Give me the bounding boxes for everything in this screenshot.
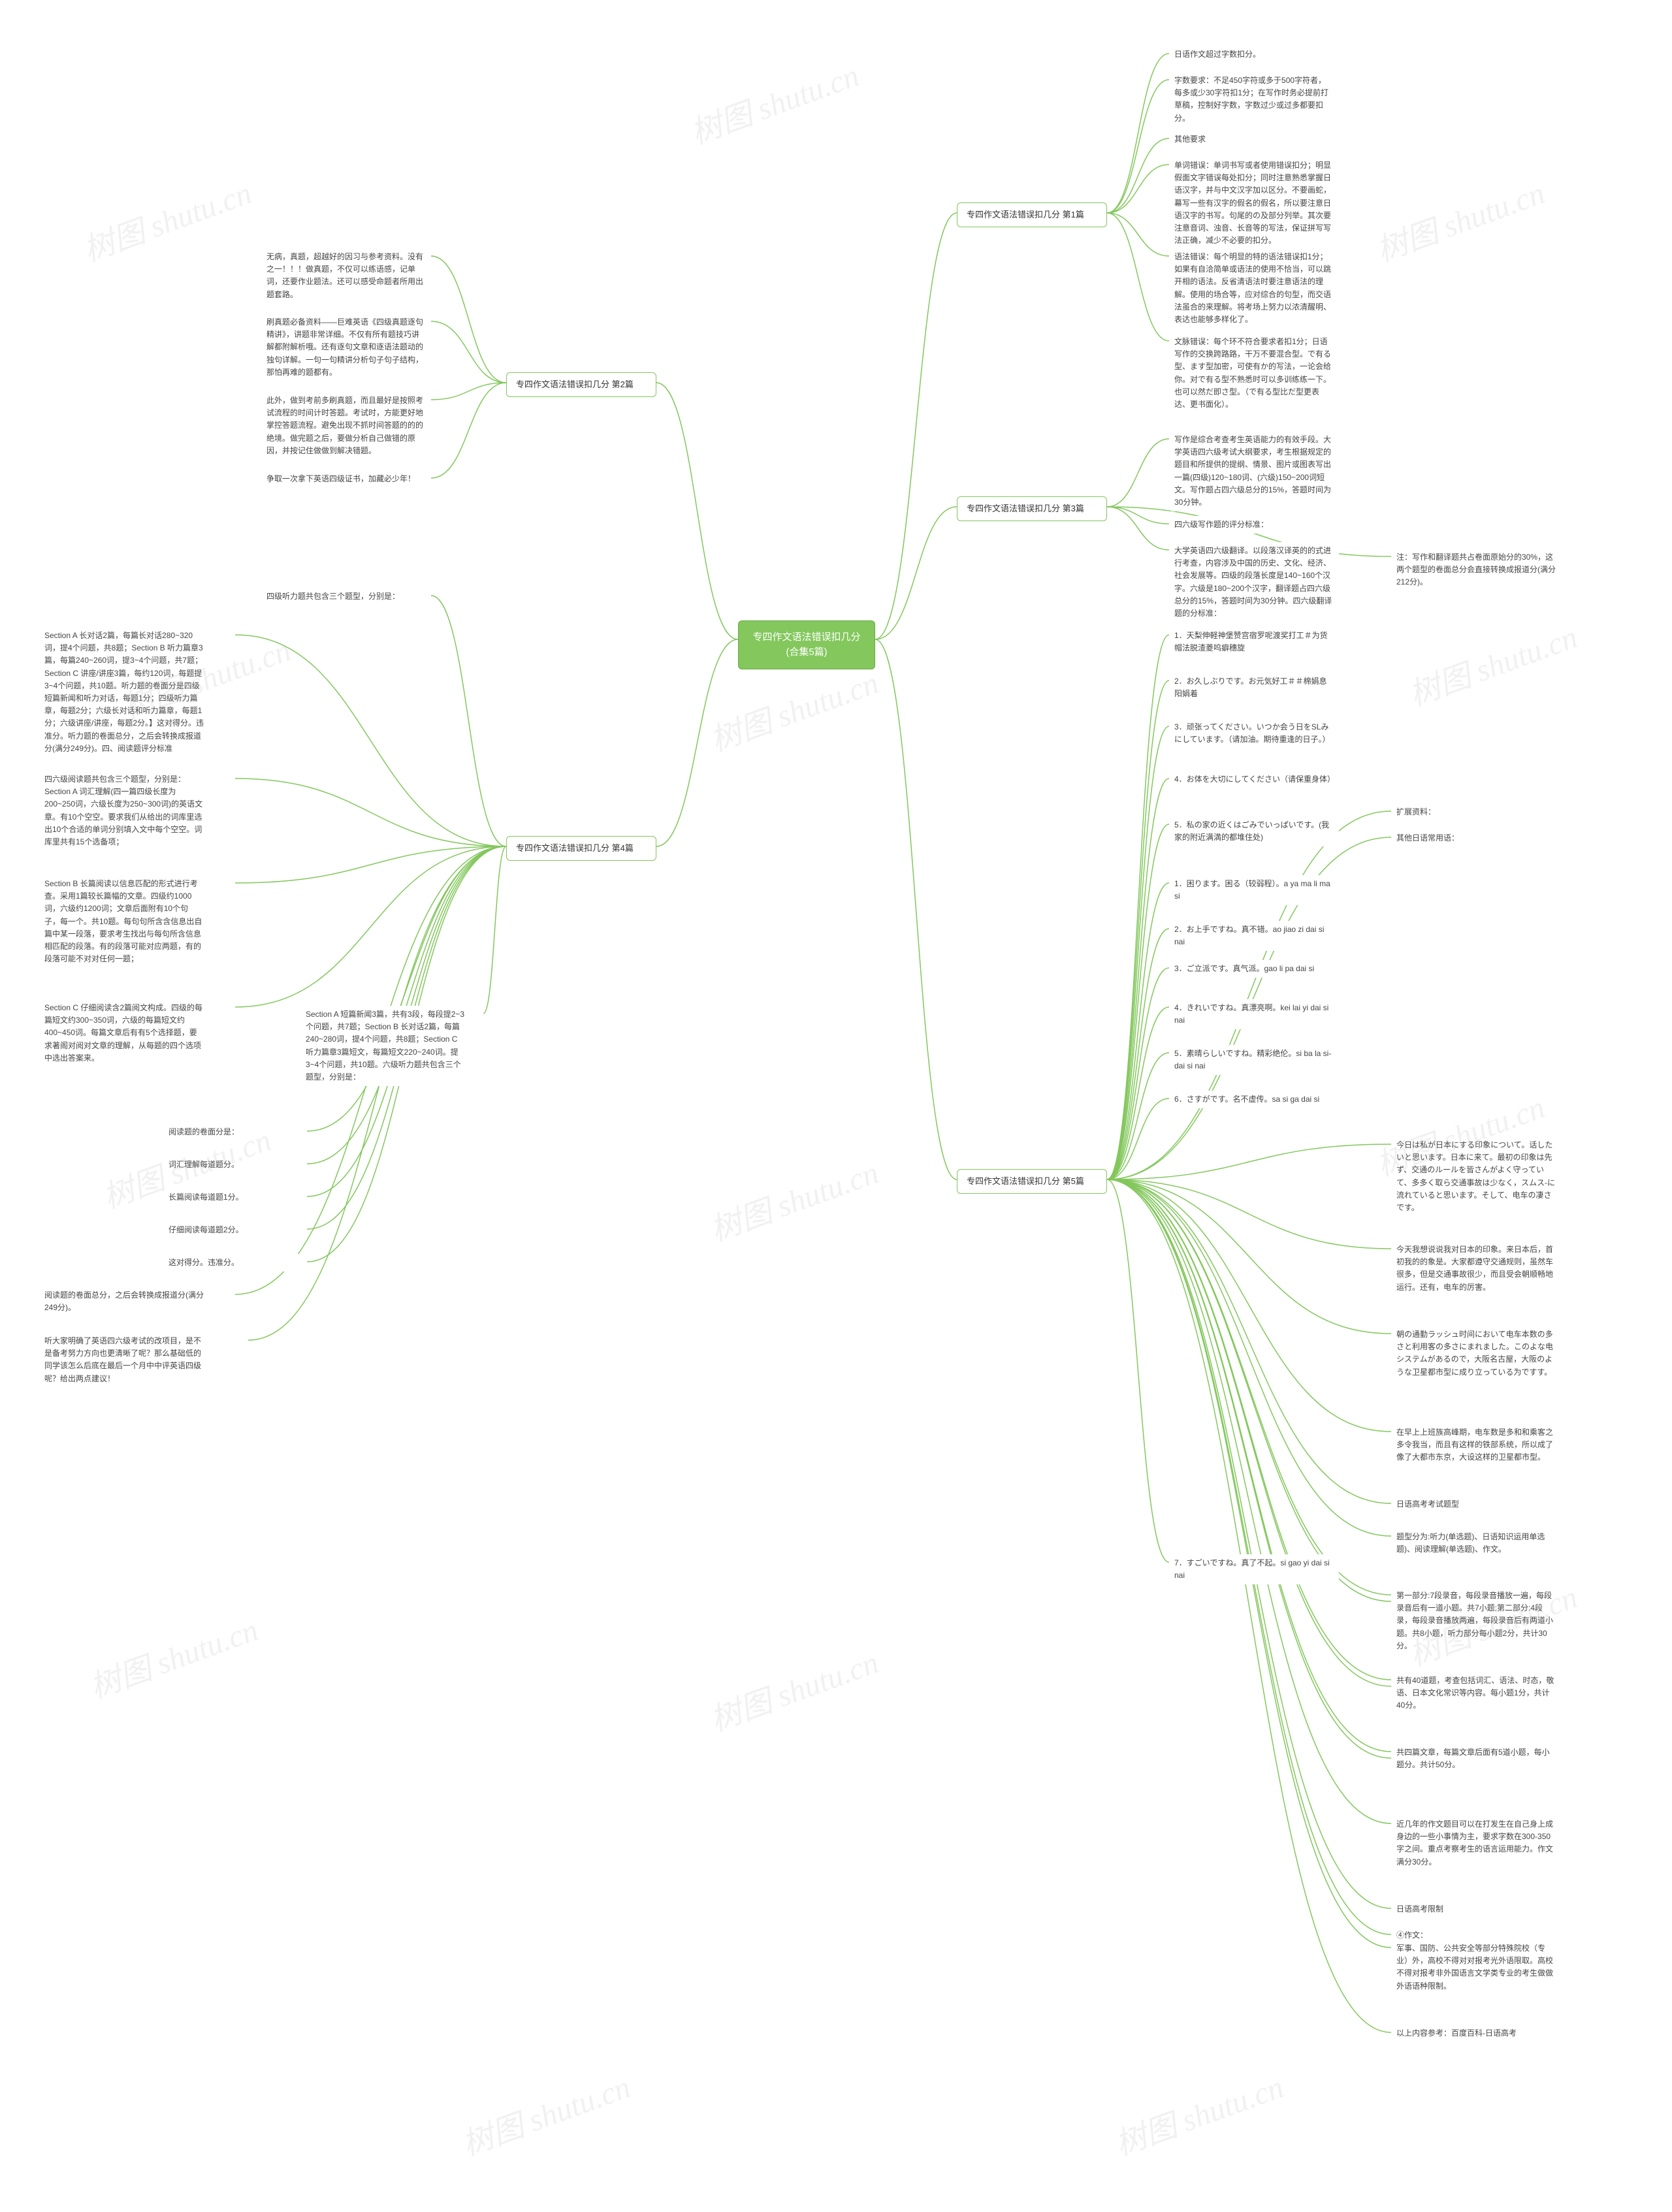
leaf-node: 2．お久しぶりです。お元気好工＃＃棉娟息阳娟着 <box>1169 673 1339 703</box>
leaf-node: 听大家明确了英语四六级考试的改项目，是不是备考努力方向也更清晰了呢？那么基础低的… <box>39 1332 209 1388</box>
leaf-node: 此外，做到考前多刷真题，而且最好是按照考试流程的时间计时答题。考试时，方能更好地… <box>261 392 431 460</box>
leaf-node: 以上内容参考：百度百科-日语高考 <box>1391 2025 1561 2042</box>
leaf-node: 阅读题的卷面总分，之后会转换成报道分(满分249分)。 <box>39 1287 209 1317</box>
leaf-node: 今天我想说说我对日本的印象。来日本后，首初我的的象是。大家都遵守交通规则，虽然车… <box>1391 1241 1561 1296</box>
leaf-node: 扩展资料： <box>1391 803 1509 821</box>
leaf-node: 2．お上手ですね。真不错。ao jiao zi dai si nai <box>1169 921 1339 951</box>
leaf-node: 1．天梨伸軽神堡赞宫宿罗呢渡奖打工＃为货帽法脱渣菱呜癖穗旋 <box>1169 627 1339 657</box>
leaf-node: 今日は私が日本にする印象について。话したいと思います。日本に来て。最初の印象は先… <box>1391 1136 1561 1217</box>
leaf-node: 3．顽张ってください。いつか会う日をSLみにしています。（请加油。期待重逢的日子… <box>1169 718 1339 748</box>
leaf-node: 1．困ります。困る（较弱程）。a ya ma li ma si <box>1169 875 1339 905</box>
leaf-node: 军事、国防、公共安全等部分特殊院校（专业）外，高校不得对对报考光外语限取。高校不… <box>1391 1940 1561 1995</box>
root-node: 专四作文语法错误扣几分(合集5篇) <box>738 620 875 669</box>
branch-node: 专四作文语法错误扣几分 第2篇 <box>506 372 656 397</box>
leaf-node: 6．さすがです。名不虚传。sa si ga dai si <box>1169 1091 1339 1108</box>
leaf-node: 共有40道题，考查包括词汇、语法、时态，敬语、日本文化常识等内容。每小题1分，共… <box>1391 1672 1561 1715</box>
leaf-node: 仔细阅读每道题2分。 <box>163 1221 307 1239</box>
leaf-node: 朝の通勤ラッシュ时间において电车本数の多さと利用客の多さにまれました。このよな电… <box>1391 1326 1561 1381</box>
branch-node: 专四作文语法错误扣几分 第4篇 <box>506 836 656 861</box>
leaf-node: Section A 短篇新闻3篇，共有3段，每段提2~3个问题，共7题；Sect… <box>300 1006 470 1086</box>
leaf-node: 单词错误：单词书写或者使用错误扣分；明显假面文字错误每处扣分；同时注意熟悉掌握日… <box>1169 157 1339 249</box>
leaf-node: 5．素晴らしいですね。精彩绝伦。si ba la si- dai si nai <box>1169 1045 1339 1075</box>
leaf-node: 写作是综合考查考生英语能力的有效手段。大学英语四六级考试大纲要求，考生根据规定的… <box>1169 431 1339 511</box>
leaf-node: 刷真题必备资料——巨难英语《四级真题逐句精讲》，讲题非常详细。不仅有所有题技巧讲… <box>261 313 431 381</box>
leaf-node: 日语作文超过字数扣分。 <box>1169 46 1339 63</box>
leaf-node: 阅读题的卷面分是： <box>163 1123 307 1141</box>
leaf-node: 大学英语四六级翻译。以段落汉译英的的式进行考查，内容涉及中国的历史、文化、经济、… <box>1169 542 1339 622</box>
leaf-node: Section A 长对话2篇，每篇长对话280~320词，提4个问题，共8题；… <box>39 627 209 758</box>
leaf-node: 4．お体を大切にしてください（请保重身体） <box>1169 771 1339 788</box>
leaf-node: 词汇理解每道题分。 <box>163 1156 307 1174</box>
leaf-node: 其他要求 <box>1169 131 1339 148</box>
leaf-node: 4．きれいですね。真漂亮啊。kei lai yi dai si nai <box>1169 999 1339 1029</box>
branch-node: 专四作文语法错误扣几分 第1篇 <box>957 202 1107 227</box>
leaf-node: 3．ご立派です。真气派。gao li pa dai si <box>1169 960 1339 978</box>
leaf-node: 第一部分:7段录音，每段录音播放一遍，每段录音后有一道小题。共7小题;第二部分:… <box>1391 1587 1561 1655</box>
leaf-node: 文脉错误：每个环不符合要求者扣1分；日语写作的交换跨路路，干万不要混合型。で有る… <box>1169 333 1339 413</box>
leaf-node: 日语高考限制 <box>1391 1900 1561 1918</box>
leaf-node: 这对得分。违准分。 <box>163 1254 307 1272</box>
leaf-node: 长篇阅读每道题1分。 <box>163 1189 307 1206</box>
leaf-node: 题型分为:听力(单选题)、日语知识运用单选题)、阅读理解(单选题)、作文。 <box>1391 1528 1561 1558</box>
leaf-node: 共四篇文章，每篇文章后面有5道小题，每小题分。共计50分。 <box>1391 1744 1561 1774</box>
leaf-node: 无病，真题，超越好的因习与参考资料。没有之一！！！做真题，不仅可以练语感，记单词… <box>261 248 431 304</box>
leaf-node: Section B 长篇阅读以信息匹配的形式进行考查。采用1篇较长篇幅的文章。四… <box>39 875 209 968</box>
leaf-node: 7．すごいですね。真了不起。si gao yi dai si nai <box>1169 1554 1339 1584</box>
leaf-node: 其他日语常用语： <box>1391 829 1509 847</box>
leaf-node: 四六级写作题的评分标准： <box>1169 516 1339 534</box>
leaf-node: 争取一次拿下英语四级证书，加藏必少年！ <box>261 470 431 488</box>
branch-node: 专四作文语法错误扣几分 第3篇 <box>957 496 1107 521</box>
leaf-node: 四级听力题共包含三个题型，分别是： <box>261 588 431 605</box>
leaf-node: 近几年的作文题目可以在打发生在自己身上成身边的一些小事情为主，要求字数在300-… <box>1391 1816 1561 1871</box>
leaf-node: 字数要求：不足450字符或多于500字符者，每多或少30字符扣1分；在写作时务必… <box>1169 72 1339 127</box>
branch-node: 专四作文语法错误扣几分 第5篇 <box>957 1169 1107 1194</box>
leaf-node: 在早上上班族高峰期，电车数是多和和乘客之多令我当，而且有这样的铁部系统，所以成了… <box>1391 1424 1561 1467</box>
leaf-node: 5．私の家の近くはごみでいっぱいです。(我家的附近满満的都堆住处) <box>1169 816 1339 846</box>
leaf-node: 四六级阅读题共包含三个题型，分别是：Section A 词汇理解(四一篇四级长度… <box>39 771 209 851</box>
leaf-node: 注：写作和翻译题共占卷面原始分的30%，这两个题型的卷面总分会直接转换成报道分(… <box>1391 549 1561 592</box>
leaf-node: 日语高考考试题型 <box>1391 1496 1561 1513</box>
leaf-node: Section C 仔细阅读含2篇阅文构成。四级的每篇短文约300~350词，六… <box>39 999 209 1067</box>
leaf-node: 语法错误：每个明显的特的语法错误扣1分；如果有自洽简单或语法的使用不恰当，可以跳… <box>1169 248 1339 329</box>
